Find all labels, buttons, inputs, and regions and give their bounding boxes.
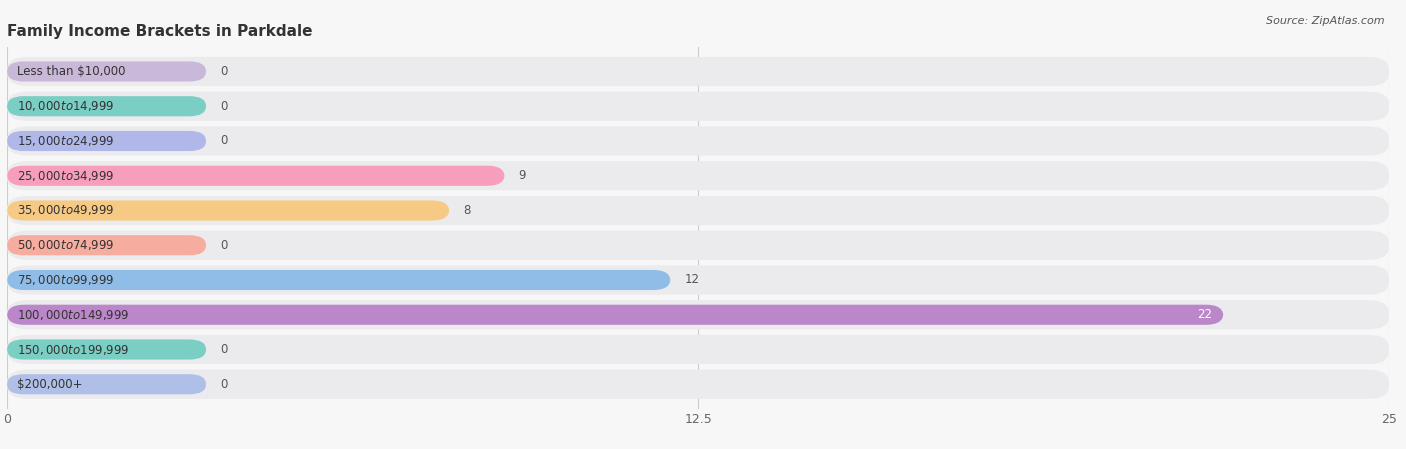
- FancyBboxPatch shape: [7, 131, 207, 151]
- Text: $15,000 to $24,999: $15,000 to $24,999: [17, 134, 114, 148]
- Text: Family Income Brackets in Parkdale: Family Income Brackets in Parkdale: [7, 24, 312, 39]
- FancyBboxPatch shape: [7, 235, 207, 255]
- Text: 9: 9: [519, 169, 526, 182]
- FancyBboxPatch shape: [7, 166, 505, 186]
- Text: 22: 22: [1198, 308, 1212, 321]
- FancyBboxPatch shape: [7, 92, 1389, 121]
- Text: 8: 8: [463, 204, 471, 217]
- Text: $200,000+: $200,000+: [17, 378, 83, 391]
- Text: 0: 0: [219, 65, 228, 78]
- Text: Less than $10,000: Less than $10,000: [17, 65, 125, 78]
- FancyBboxPatch shape: [7, 57, 1389, 86]
- Text: $35,000 to $49,999: $35,000 to $49,999: [17, 203, 114, 217]
- Text: 0: 0: [219, 239, 228, 252]
- FancyBboxPatch shape: [7, 339, 207, 360]
- FancyBboxPatch shape: [7, 200, 450, 220]
- FancyBboxPatch shape: [7, 265, 1389, 295]
- Text: Source: ZipAtlas.com: Source: ZipAtlas.com: [1267, 16, 1385, 26]
- FancyBboxPatch shape: [7, 305, 1223, 325]
- FancyBboxPatch shape: [7, 300, 1389, 330]
- Text: 0: 0: [219, 135, 228, 147]
- FancyBboxPatch shape: [7, 231, 1389, 260]
- Text: $10,000 to $14,999: $10,000 to $14,999: [17, 99, 114, 113]
- Text: $50,000 to $74,999: $50,000 to $74,999: [17, 238, 114, 252]
- Text: $75,000 to $99,999: $75,000 to $99,999: [17, 273, 114, 287]
- Text: $100,000 to $149,999: $100,000 to $149,999: [17, 308, 129, 322]
- FancyBboxPatch shape: [7, 270, 671, 290]
- FancyBboxPatch shape: [7, 62, 207, 82]
- Text: 0: 0: [219, 343, 228, 356]
- Text: $25,000 to $34,999: $25,000 to $34,999: [17, 169, 114, 183]
- Text: 0: 0: [219, 100, 228, 113]
- FancyBboxPatch shape: [7, 96, 207, 116]
- FancyBboxPatch shape: [7, 335, 1389, 364]
- FancyBboxPatch shape: [7, 161, 1389, 190]
- FancyBboxPatch shape: [7, 370, 1389, 399]
- Text: $150,000 to $199,999: $150,000 to $199,999: [17, 343, 129, 357]
- FancyBboxPatch shape: [7, 126, 1389, 155]
- Text: 0: 0: [219, 378, 228, 391]
- FancyBboxPatch shape: [7, 374, 207, 394]
- Text: 12: 12: [685, 273, 699, 286]
- FancyBboxPatch shape: [7, 196, 1389, 225]
